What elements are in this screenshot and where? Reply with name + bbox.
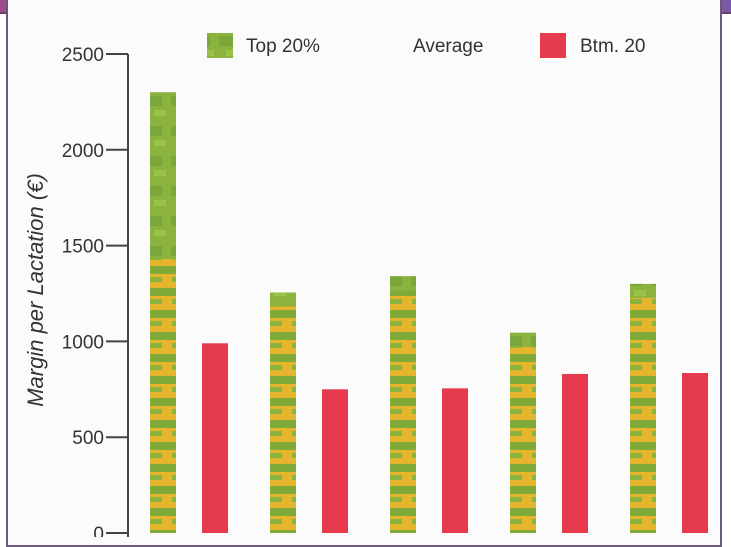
bar-top20-cap	[630, 283, 656, 298]
bar-top20-cap	[150, 92, 176, 260]
bar-top20-cap	[390, 276, 416, 291]
bar-btm20	[442, 388, 468, 533]
bar-btm20	[682, 373, 708, 533]
legend-swatch-btm20	[540, 33, 566, 58]
bar-top20	[630, 283, 656, 533]
bar-btm20	[322, 389, 348, 533]
y-axis-title: Margin per Lactation (€)	[23, 173, 48, 407]
y-tick-label: 0	[93, 524, 104, 537]
y-tick-label: 2500	[62, 45, 104, 66]
bar-top20-cap	[510, 332, 536, 347]
bar-top20	[510, 332, 536, 533]
y-tick-label: 1500	[62, 237, 104, 258]
y-tick-label: 500	[72, 428, 104, 449]
bar-top20	[390, 276, 416, 533]
bar-btm20	[202, 343, 228, 533]
legend: Top 20% Average Btm. 20	[207, 33, 645, 58]
bar-top20	[270, 292, 296, 533]
bar-btm20	[562, 373, 588, 533]
legend-swatch-top20	[207, 33, 233, 58]
legend-label-btm20: Btm. 20	[580, 36, 645, 57]
y-tick-label: 2000	[62, 141, 104, 162]
bar-top20-cap	[270, 292, 296, 307]
bars	[150, 92, 708, 533]
legend-label-average: Average	[413, 36, 483, 57]
chart-frame	[6, 0, 722, 547]
y-axis: 0 500 1000 1500 2000 2500	[62, 45, 129, 537]
legend-label-top20: Top 20%	[246, 36, 320, 57]
y-tick-label: 1000	[62, 332, 104, 353]
